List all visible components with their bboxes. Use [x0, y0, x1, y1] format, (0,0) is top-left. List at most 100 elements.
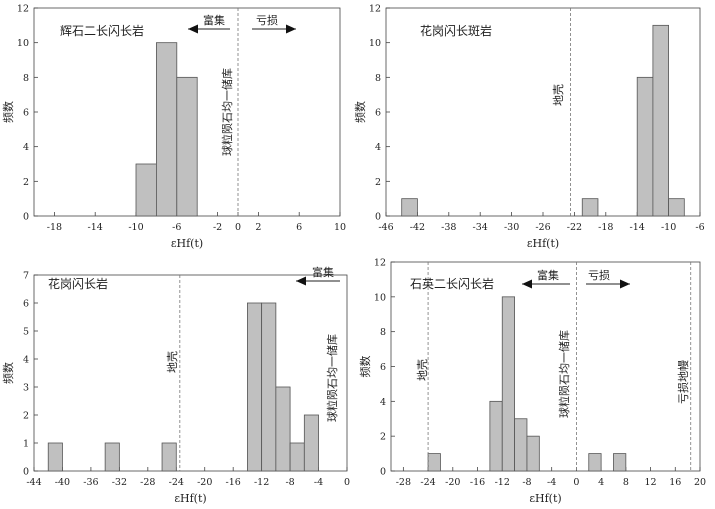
x-tick-label: 10 — [334, 222, 346, 233]
chart-panel-1: 0 2 4 6 8 10 12 -18 -14 -10 -6 -2 0 2 6 10 球粒陨石均一储库 富集 亏损辉… — [1, 4, 346, 251]
x-tick-label: 12 — [645, 477, 657, 488]
x-axis-label: εHf(t) — [529, 492, 561, 505]
y-tick-label: 4 — [23, 355, 29, 366]
y-tick-label: 8 — [23, 73, 29, 84]
histogram-bar — [135, 163, 157, 217]
y-tick-label: 7 — [23, 271, 29, 282]
y-tick-label: 12 — [369, 4, 381, 15]
y-tick-label: 2 — [380, 432, 386, 443]
y-tick-label: 6 — [375, 108, 381, 119]
x-tick-label: -16 — [226, 477, 241, 488]
y-tick-label: 0 — [380, 467, 386, 478]
histogram-bar — [289, 442, 305, 472]
x-tick-label: 16 — [669, 477, 681, 488]
x-tick-label: -14 — [88, 222, 103, 233]
x-tick-label: -24 — [420, 477, 435, 488]
histogram-bar — [581, 198, 599, 217]
y-tick-label: 2 — [23, 177, 29, 188]
x-tick-label: -14 — [630, 222, 645, 233]
x-tick-label: -10 — [128, 222, 143, 233]
x-tick-label: -20 — [445, 477, 460, 488]
x-tick-label: -4 — [314, 477, 323, 488]
y-tick-label: 10 — [17, 38, 29, 49]
x-tick-label: -40 — [55, 477, 70, 488]
histogram-bar — [636, 76, 654, 217]
y-axis-label: 频数 — [358, 356, 372, 378]
x-axis-label: εHf(t) — [171, 237, 203, 250]
x-tick-label: 8 — [623, 477, 629, 488]
y-tick-label: 3 — [23, 383, 29, 394]
x-tick-label: 0 — [573, 477, 579, 488]
histogram-bar — [104, 442, 120, 472]
y-tick-label: 0 — [23, 212, 29, 223]
x-tick-label: 0 — [235, 222, 241, 233]
y-tick-label: 4 — [23, 142, 29, 153]
x-tick-label: -32 — [112, 477, 127, 488]
x-tick-label: -18 — [598, 222, 613, 233]
x-tick-label: -46 — [378, 222, 393, 233]
histogram-bar — [588, 453, 602, 472]
panel-title: 花岗闪长岩 — [48, 276, 108, 291]
trend-arrow-label: 富集 — [203, 13, 225, 27]
histogram-bar — [401, 198, 418, 217]
y-tick-label: 10 — [374, 292, 386, 303]
x-tick-label: -30 — [504, 222, 519, 233]
y-tick-label: 1 — [23, 439, 29, 450]
arrow-left-icon — [296, 276, 306, 286]
plot-frame — [33, 274, 348, 472]
histogram-bar — [47, 442, 63, 472]
trend-arrow-label: 亏损 — [588, 268, 610, 282]
x-tick-label: -18 — [47, 222, 62, 233]
x-tick-label: -6 — [172, 222, 181, 233]
x-tick-label: -2 — [213, 222, 222, 233]
x-tick-label: -34 — [473, 222, 488, 233]
panel-title: 花岗闪长斑岩 — [420, 23, 492, 38]
reference-line-label: 球粒陨石均一储库 — [220, 68, 234, 156]
x-tick-label: -44 — [26, 477, 41, 488]
arrow-left-icon — [188, 24, 198, 34]
histogram-bar — [652, 24, 670, 217]
y-tick-label: 12 — [17, 4, 29, 15]
y-tick-label: 10 — [369, 38, 381, 49]
x-tick-label: -12 — [254, 477, 269, 488]
x-tick-label: 2 — [255, 222, 261, 233]
reference-line-label: 地壳 — [415, 359, 429, 381]
y-axis-label: 频数 — [1, 362, 15, 384]
histogram-bar — [261, 302, 277, 472]
reference-line-label: 地壳 — [551, 84, 565, 106]
panel-title: 石英二长闪长岩 — [410, 276, 494, 291]
x-tick-label: -8 — [522, 477, 531, 488]
y-tick-label: 4 — [380, 397, 386, 408]
y-tick-label: 6 — [23, 299, 29, 310]
y-tick-label: 8 — [380, 327, 386, 338]
histogram-bar — [514, 418, 528, 472]
x-tick-label: -28 — [140, 477, 155, 488]
x-tick-label: -38 — [441, 222, 456, 233]
histogram-bar — [489, 400, 503, 472]
x-tick-label: -28 — [396, 477, 411, 488]
x-tick-label: -36 — [83, 477, 98, 488]
x-tick-label: 20 — [694, 477, 706, 488]
trend-arrow-label: 富集 — [537, 268, 559, 282]
x-axis-label: εHf(t) — [527, 237, 559, 250]
y-tick-label: 0 — [23, 467, 29, 478]
y-tick-label: 6 — [380, 362, 386, 373]
histogram-bar — [501, 296, 515, 472]
x-tick-label: -22 — [567, 222, 582, 233]
histogram-bar — [613, 453, 627, 472]
histogram-bar — [155, 42, 178, 217]
y-tick-label: 4 — [375, 142, 381, 153]
y-axis-label: 频数 — [1, 101, 15, 123]
x-tick-label: 0 — [344, 477, 350, 488]
x-tick-label: 6 — [296, 222, 302, 233]
y-tick-label: 5 — [23, 327, 29, 338]
y-tick-label: 2 — [375, 177, 381, 188]
arrow-left-icon — [522, 279, 532, 289]
chart-panel-2: 0 2 4 6 8 10 12 -46 -42 -38 -34 -30 -26 -22 -18 -14 -10 -… — [353, 4, 705, 251]
y-tick-label: 8 — [375, 73, 381, 84]
x-tick-label: -42 — [410, 222, 425, 233]
x-tick-label: -4 — [547, 477, 556, 488]
x-tick-label: -16 — [470, 477, 485, 488]
x-tick-label: -6 — [695, 222, 704, 233]
